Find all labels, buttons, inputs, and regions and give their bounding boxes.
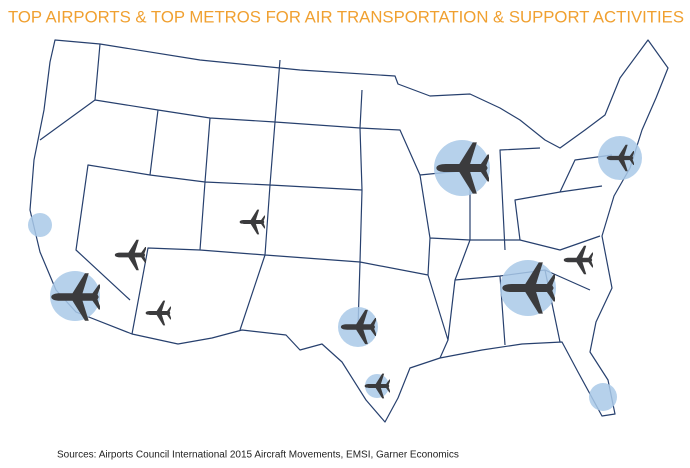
marker-halo <box>28 213 52 237</box>
title: TOP AIRPORTS & TOP METROS FOR AIR TRANSP… <box>8 7 684 26</box>
airport-markers <box>28 136 642 411</box>
plane-icon <box>145 300 171 326</box>
plane-icon <box>239 209 265 235</box>
sources-note: Sources: Airports Council International … <box>57 450 459 461</box>
plane-icon <box>563 245 593 275</box>
marker-halo <box>589 383 617 411</box>
plane-icon <box>114 239 146 271</box>
us-map <box>29 39 669 423</box>
